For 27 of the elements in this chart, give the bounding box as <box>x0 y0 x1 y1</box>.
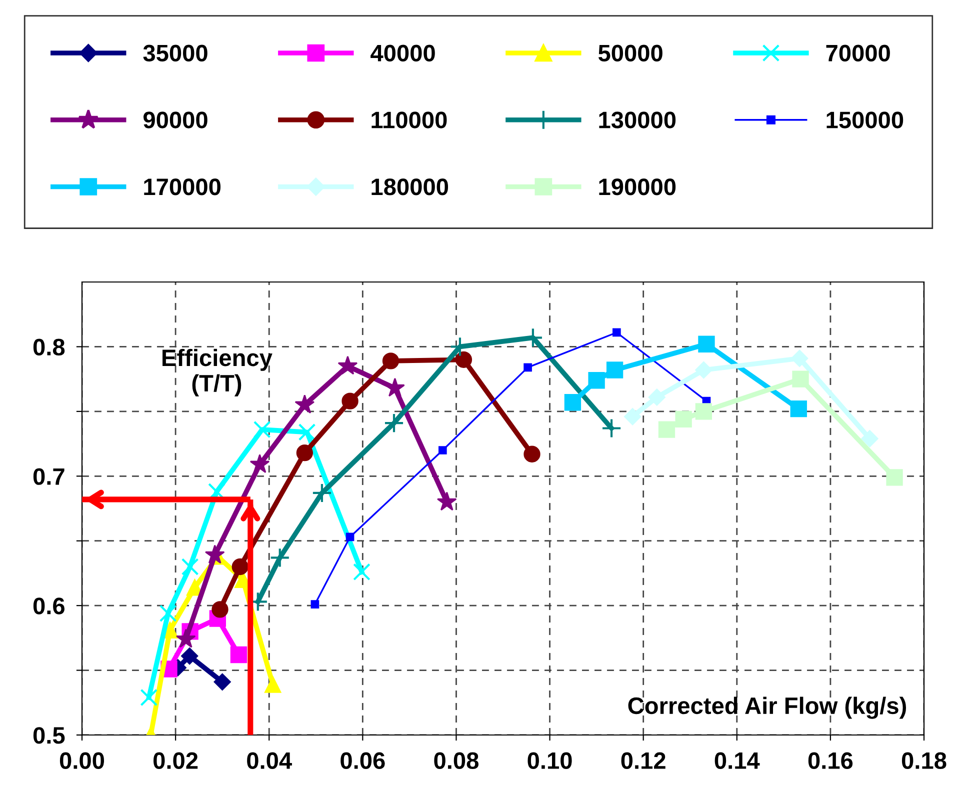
x-tick-label: 0.16 <box>808 752 853 770</box>
x-tick-label: 0.04 <box>247 752 292 770</box>
legend-label: 90000 <box>143 112 208 128</box>
y-tick-label: 0.6 <box>33 598 64 614</box>
x-tick-label: 0.08 <box>434 752 478 770</box>
x-tick-label: 0.10 <box>528 752 572 770</box>
x-tick-label: 0.00 <box>60 752 104 770</box>
legend-label: 35000 <box>143 44 208 62</box>
legend-label: 110000 <box>372 112 447 128</box>
legend-label: 50000 <box>598 44 662 62</box>
x-axis-title: Corrected Air Flow (kg/s) <box>628 696 906 719</box>
x-tick-label: 0.12 <box>621 752 666 770</box>
y-tick-label: 0.7 <box>33 468 64 485</box>
y-tick-label: 0.8 <box>33 338 65 356</box>
legend-label: 40000 <box>370 44 435 62</box>
legend-label: 130000 <box>599 112 676 128</box>
legend-label: 70000 <box>826 44 890 62</box>
legend-label: 190000 <box>599 178 676 196</box>
x-tick-label: 0.02 <box>154 752 198 770</box>
x-tick-label: 0.14 <box>714 752 760 770</box>
x-tick-label: 0.06 <box>340 752 385 770</box>
y-tick-label: 0.5 <box>33 727 65 744</box>
x-tick-label: 0.18 <box>902 752 946 770</box>
legend-label: 180000 <box>372 178 448 196</box>
legend-label: 150000 <box>826 112 904 128</box>
legend-label: 170000 <box>144 178 220 196</box>
y-axis-title: Efficiency (T/T) <box>162 348 272 396</box>
